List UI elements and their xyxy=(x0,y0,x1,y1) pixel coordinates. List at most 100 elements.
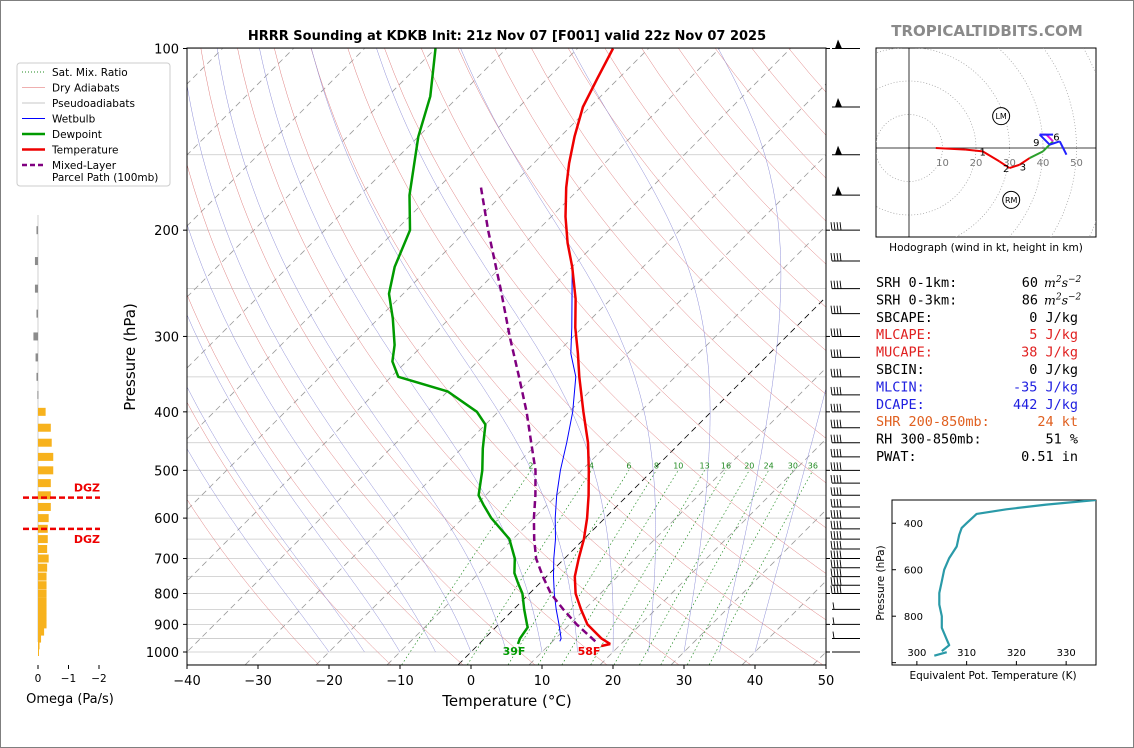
y-tick-label: 300 xyxy=(154,330,179,345)
omega-bar xyxy=(38,502,51,511)
wind-barb-feather xyxy=(833,568,836,577)
wind-barb-feather xyxy=(830,577,833,586)
hodograph-ring-label: 20 xyxy=(970,158,983,169)
index-value: 0 J/kg xyxy=(1029,362,1078,378)
wind-barb-feather xyxy=(830,386,833,395)
isotherm-line xyxy=(599,438,826,665)
wind-barb-feather xyxy=(839,328,842,337)
skewt-profiles xyxy=(387,48,615,648)
wind-barb-feather xyxy=(830,222,833,231)
index-value: 442 J/kg xyxy=(1013,397,1078,413)
mixing-ratio-label: 13 xyxy=(700,461,710,470)
wind-barb-feather xyxy=(830,305,833,314)
wind-barb-feather xyxy=(836,559,839,568)
wind-barb-feather xyxy=(833,434,836,443)
skewt-y-axis-label: Pressure (hPa) xyxy=(121,303,139,411)
hodograph-ring-label: 30 xyxy=(1003,158,1016,169)
watermark: TROPICALTIDBITS.COM xyxy=(891,22,1083,40)
hodograph-segment xyxy=(1018,157,1031,166)
mixing-ratio-label: 36 xyxy=(808,461,818,470)
mixing-ratio-label: 4 xyxy=(589,461,594,470)
index-label: DCAPE: xyxy=(876,397,925,413)
wind-barb-feather xyxy=(836,475,839,484)
index-value: 51 % xyxy=(1045,432,1078,448)
wind-barb-feather xyxy=(836,252,839,262)
wind-barb-feather xyxy=(839,520,842,529)
mixing-ratio-line xyxy=(639,470,750,665)
isotherm-line xyxy=(315,154,826,665)
wind-barb-feather xyxy=(833,419,836,428)
omega-bar xyxy=(38,514,49,523)
wind-barb-feather xyxy=(836,540,839,550)
omega-axis-label: Omega (Pa/s) xyxy=(26,692,114,707)
pseudoadiabat-line xyxy=(216,48,507,653)
legend-label: Wetbulb xyxy=(52,114,96,126)
indices-table: SRH 0-1km: 60 m2s−2 SRH 0-3km: 86 m2s−2 SBCAPE… xyxy=(876,275,1082,465)
isotherm-line xyxy=(244,83,826,665)
index-label: SBCAPE: xyxy=(876,310,933,326)
mixing-ratio-label: 16 xyxy=(721,461,731,470)
legend-label: Dewpoint xyxy=(52,129,102,141)
omega-bar xyxy=(38,466,54,475)
index-label: MUCAPE: xyxy=(876,345,933,361)
wind-barb-feather xyxy=(836,487,839,496)
wind-barb-feather xyxy=(833,328,836,337)
wind-barb-feather xyxy=(836,531,839,540)
mixing-ratio-labels: 2 4 6 8 10 13 16 20 24 30 36 xyxy=(528,461,818,470)
wind-barb-feather xyxy=(836,462,839,471)
omega-bar xyxy=(38,589,47,598)
theta-e-plot: 300 310 320 330 400 600 800 xyxy=(892,500,1096,665)
dry-adiabat-line xyxy=(200,48,607,665)
isotherm-line xyxy=(187,48,578,440)
omega-bar xyxy=(38,605,47,614)
hodograph-ring-label: 10 xyxy=(936,158,949,169)
x-tick-label: 40 xyxy=(747,674,764,689)
wind-barb-feather xyxy=(832,631,835,639)
right-mover-label: RM xyxy=(1005,196,1018,205)
wind-barb-feather xyxy=(833,386,836,395)
hodograph-segment xyxy=(935,147,967,151)
wind-barb-flag xyxy=(835,39,842,49)
omega-bar xyxy=(38,423,51,432)
right-mover-marker xyxy=(1002,190,1021,209)
wind-barb-feather xyxy=(836,368,839,377)
index-unit: m2s−2 xyxy=(1044,275,1082,290)
omega-tick-label: 0 xyxy=(35,673,42,685)
dry-adiabat-line xyxy=(421,48,826,529)
hodograph-segment xyxy=(1009,163,1020,170)
wind-barb-feather xyxy=(833,540,836,550)
wind-barb-flag xyxy=(835,97,842,107)
wind-barb-feather xyxy=(830,252,833,262)
x-tick-label: −10 xyxy=(386,674,413,689)
legend-label: Sat. Mix. Ratio xyxy=(52,67,128,79)
pseudoadiabat-line xyxy=(460,48,656,653)
dry-adiabat-line xyxy=(494,48,826,439)
omega-bar xyxy=(34,284,38,293)
surface-temperature-hook xyxy=(601,642,611,648)
mixing-ratio-line xyxy=(537,470,657,665)
theta-e-y-label: Pressure (hPa) xyxy=(875,545,887,620)
pseudoadiabat-line xyxy=(571,48,711,653)
wind-barb-feather xyxy=(833,559,836,568)
y-tick-label: 500 xyxy=(154,464,179,479)
legend-box xyxy=(16,62,171,187)
wind-barb-feather xyxy=(832,617,835,625)
wind-barb-feather xyxy=(830,568,833,577)
wind-barb-feather xyxy=(833,305,836,314)
omega-tick-label: −1 xyxy=(61,673,76,685)
wind-barb-feather xyxy=(836,419,839,428)
y-tick-label: 400 xyxy=(154,406,179,421)
y-tick-label: 600 xyxy=(154,512,179,527)
index-label: SHR 200-850mb: xyxy=(876,414,990,430)
x-tick-label: 50 xyxy=(818,674,835,689)
hodograph-segment xyxy=(1058,140,1068,156)
omega-bar xyxy=(38,438,52,447)
wind-barb-feather xyxy=(839,280,842,289)
wind-barb-feather xyxy=(836,386,839,395)
hodograph-caption: Hodograph (wind in kt, height in km) xyxy=(889,242,1083,254)
wind-barb-feather xyxy=(833,448,836,457)
series-line-mixed-layer-parcel-path-100mb xyxy=(479,187,597,643)
wind-barb-feather xyxy=(830,280,833,289)
x-tick-label: −30 xyxy=(244,674,271,689)
